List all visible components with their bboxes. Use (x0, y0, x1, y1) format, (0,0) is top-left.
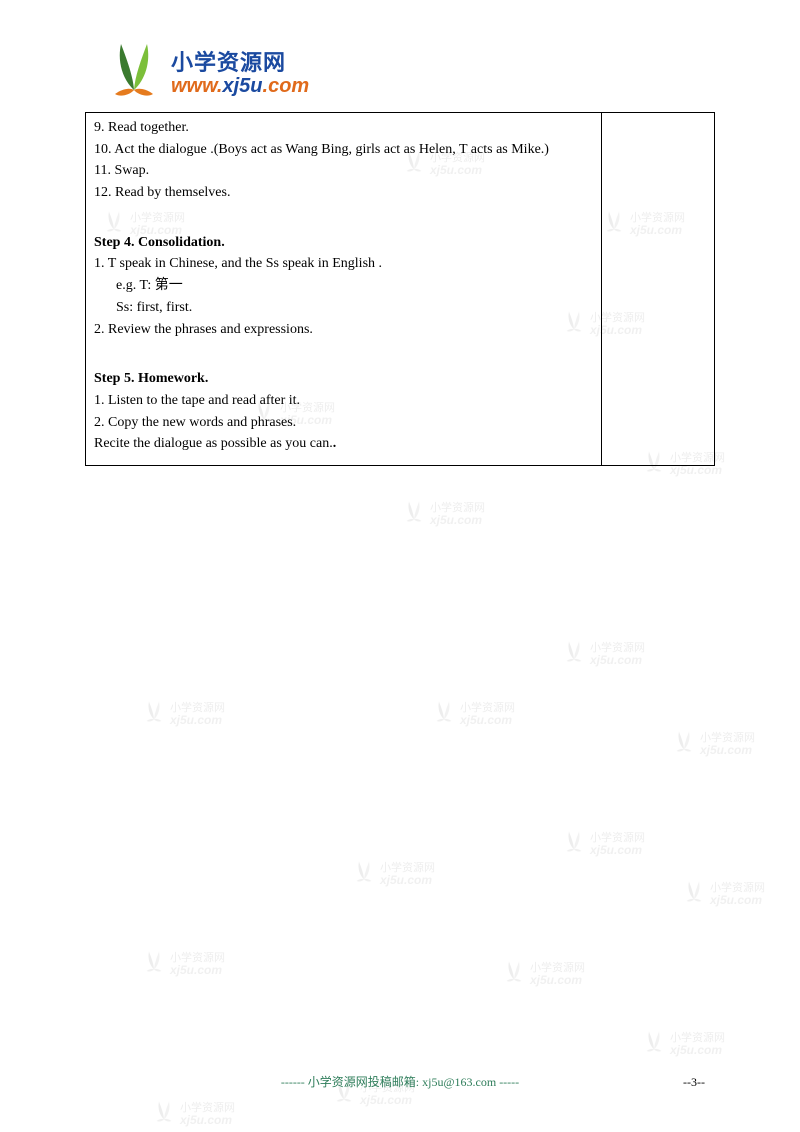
side-cell (601, 113, 714, 466)
watermark-icon: 小学资源网xj5u.com (350, 860, 510, 889)
watermark-icon: 小学资源网xj5u.com (670, 730, 800, 759)
footer: ------ 小学资源网投稿邮箱: xj5u@163.com ----- (0, 1073, 800, 1090)
list-item: Recite the dialogue as possible as you c… (94, 433, 593, 455)
watermark-icon: 小学资源网xj5u.com (640, 1030, 800, 1059)
watermark-icon: 小学资源网xj5u.com (140, 700, 300, 729)
list-item: 1. T speak in Chinese, and the Ss speak … (94, 253, 593, 275)
watermark-icon: 小学资源网xj5u.com (150, 1100, 310, 1129)
step-heading: Step 5. Homework. (94, 368, 593, 390)
page-number: --3-- (683, 1075, 705, 1090)
site-logo: 小学资源网 www.xj5u.com (103, 40, 715, 102)
list-item: e.g. T: 第一 (94, 275, 593, 297)
main-cell: 9. Read together. 10. Act the dialogue .… (86, 113, 602, 466)
lesson-table: 9. Read together. 10. Act the dialogue .… (85, 112, 715, 466)
watermark-icon: 小学资源网xj5u.com (560, 640, 720, 669)
list-item: Ss: first, first. (94, 297, 593, 319)
watermark-icon: 小学资源网xj5u.com (560, 830, 720, 859)
list-item: 12. Read by themselves. (94, 182, 593, 204)
list-item: 10. Act the dialogue .(Boys act as Wang … (94, 139, 593, 161)
step-heading: Step 4. Consolidation. (94, 232, 593, 254)
watermark-icon: 小学资源网xj5u.com (400, 500, 560, 529)
logo-text: 小学资源网 www.xj5u.com (171, 45, 309, 98)
table-row: 9. Read together. 10. Act the dialogue .… (86, 113, 715, 466)
footer-text: ------ 小学资源网投稿邮箱: xj5u@163.com ----- (281, 1075, 519, 1089)
list-item: 1. Listen to the tape and read after it. (94, 390, 593, 412)
watermark-icon: 小学资源网xj5u.com (430, 700, 590, 729)
logo-url: www.xj5u.com (171, 75, 309, 98)
list-item: 11. Swap. (94, 160, 593, 182)
logo-cn-title: 小学资源网 (171, 45, 309, 77)
logo-leaf-icon (103, 40, 165, 102)
list-item: 9. Read together. (94, 117, 593, 139)
page: 小学资源网 www.xj5u.com 9. Read together. 10.… (0, 0, 800, 466)
watermark-icon: 小学资源网xj5u.com (140, 950, 300, 979)
list-item: 2. Review the phrases and expressions. (94, 319, 593, 341)
list-item: 2. Copy the new words and phrases. (94, 412, 593, 434)
watermark-icon: 小学资源网xj5u.com (680, 880, 800, 909)
watermark-icon: 小学资源网xj5u.com (500, 960, 660, 989)
